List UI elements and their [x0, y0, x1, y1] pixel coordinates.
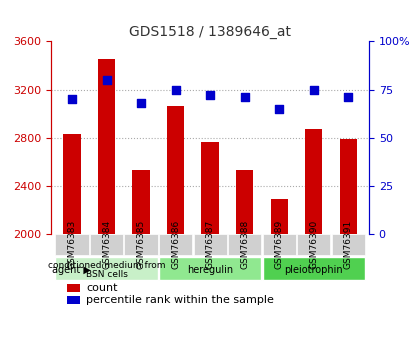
FancyBboxPatch shape: [55, 234, 88, 255]
Point: [310, 87, 316, 92]
Bar: [67, 284, 80, 292]
Text: GSM76385: GSM76385: [136, 220, 145, 269]
Text: GSM76386: GSM76386: [171, 220, 180, 269]
Bar: [63, 134, 81, 234]
Point: [103, 77, 110, 83]
Bar: [236, 170, 253, 234]
Text: pleiotrophin: pleiotrophin: [284, 265, 342, 275]
Text: GSM76387: GSM76387: [205, 220, 214, 269]
FancyBboxPatch shape: [159, 234, 192, 255]
FancyBboxPatch shape: [297, 234, 330, 255]
Point: [241, 95, 247, 100]
Bar: [304, 129, 321, 234]
Text: GSM76389: GSM76389: [274, 220, 283, 269]
Text: GSM76391: GSM76391: [343, 220, 352, 269]
Bar: [270, 199, 287, 234]
Text: GSM76384: GSM76384: [102, 220, 111, 269]
Text: GSM76388: GSM76388: [240, 220, 249, 269]
Point: [275, 106, 282, 111]
Text: GSM76383: GSM76383: [67, 220, 76, 269]
FancyBboxPatch shape: [90, 234, 123, 255]
Point: [69, 96, 75, 102]
FancyBboxPatch shape: [159, 257, 261, 280]
FancyBboxPatch shape: [124, 234, 157, 255]
Point: [172, 87, 178, 92]
Bar: [132, 170, 149, 234]
Text: percentile rank within the sample: percentile rank within the sample: [86, 295, 273, 305]
Bar: [201, 142, 218, 234]
Bar: [67, 296, 80, 304]
FancyBboxPatch shape: [193, 234, 226, 255]
FancyBboxPatch shape: [55, 257, 157, 280]
FancyBboxPatch shape: [262, 257, 364, 280]
Text: agent ▶: agent ▶: [52, 265, 91, 275]
FancyBboxPatch shape: [262, 234, 295, 255]
Point: [207, 92, 213, 98]
Text: heregulin: heregulin: [187, 265, 233, 275]
FancyBboxPatch shape: [227, 234, 261, 255]
Point: [137, 100, 144, 106]
Bar: [166, 106, 184, 234]
Text: conditioned medium from: conditioned medium from: [47, 261, 165, 270]
Text: GSM76390: GSM76390: [308, 220, 317, 269]
Point: [344, 95, 351, 100]
Title: GDS1518 / 1389646_at: GDS1518 / 1389646_at: [129, 25, 290, 39]
Text: BSN cells: BSN cells: [85, 270, 127, 279]
Bar: [339, 139, 356, 234]
Bar: [98, 59, 115, 234]
Text: count: count: [86, 283, 117, 293]
FancyBboxPatch shape: [331, 234, 364, 255]
